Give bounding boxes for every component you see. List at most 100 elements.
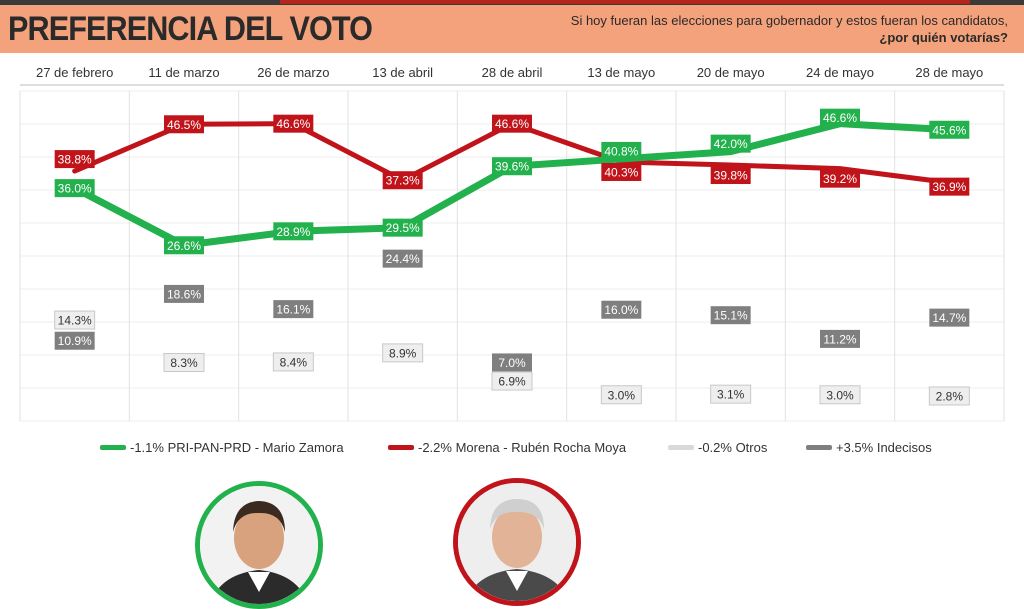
series-line-dark bbox=[75, 259, 950, 365]
data-label-red: 46.6% bbox=[276, 117, 310, 131]
legend-swatch-green bbox=[100, 445, 126, 450]
data-label-box-dark bbox=[929, 308, 970, 327]
legend-item-light: -0.2% Otros bbox=[668, 440, 767, 455]
x-tick-label: 24 de mayo bbox=[806, 65, 874, 80]
data-label-box-red bbox=[929, 177, 970, 196]
data-label-box-red bbox=[710, 166, 751, 185]
x-tick-label: 13 de abril bbox=[372, 65, 433, 80]
legend-item-green: -1.1% PRI-PAN-PRD - Mario Zamora bbox=[100, 440, 344, 455]
data-label-red: 39.8% bbox=[714, 169, 748, 183]
data-label-dark: 14.7% bbox=[932, 311, 966, 325]
data-label-red: 37.3% bbox=[386, 174, 420, 188]
data-label-light: 3.0% bbox=[826, 388, 854, 402]
question-line-2: ¿por quién votarías? bbox=[879, 30, 1008, 45]
series-line-green bbox=[71, 120, 953, 249]
legend-item-dark: +3.5% Indecisos bbox=[806, 440, 932, 455]
legend-swatch-red bbox=[388, 445, 414, 450]
legend-swatch-light bbox=[668, 445, 694, 450]
data-label-box-light bbox=[382, 343, 424, 363]
data-label-box-green bbox=[929, 120, 970, 139]
x-tick-label: 27 de febrero bbox=[36, 65, 113, 80]
data-label-box-green bbox=[710, 134, 751, 153]
data-label-light: 14.3% bbox=[58, 314, 92, 328]
legend-label-light: -0.2% Otros bbox=[698, 440, 768, 455]
data-label-box-green bbox=[492, 157, 532, 176]
data-label-green: 39.6% bbox=[495, 160, 529, 174]
data-label-box-red bbox=[164, 115, 204, 134]
candidate-photo-rocha bbox=[453, 478, 581, 606]
survey-question: Si hoy fueran las elecciones para gobern… bbox=[571, 12, 1008, 46]
legend-label-dark: +3.5% Indecisos bbox=[836, 440, 932, 455]
top-accent-bar bbox=[280, 0, 970, 4]
header-band: PREFERENCIA DEL VOTO Si hoy fueran las e… bbox=[0, 5, 1024, 53]
data-label-green: 36.0% bbox=[58, 182, 92, 196]
data-label-green: 28.9% bbox=[276, 225, 310, 239]
data-label-box-light bbox=[272, 352, 314, 372]
data-label-box-green bbox=[164, 236, 204, 255]
x-tick-label: 20 de mayo bbox=[697, 65, 765, 80]
x-tick-label: 26 de marzo bbox=[257, 65, 329, 80]
question-line-1: Si hoy fueran las elecciones para gobern… bbox=[570, 13, 1008, 28]
data-label-light: 8.4% bbox=[280, 355, 308, 369]
data-label-red: 39.2% bbox=[823, 172, 857, 186]
data-label-box-green bbox=[601, 141, 642, 160]
data-label-red: 40.3% bbox=[604, 165, 638, 179]
data-label-light: 3.1% bbox=[717, 388, 745, 402]
data-label-box-green bbox=[273, 222, 314, 241]
data-label-light: 2.8% bbox=[936, 389, 964, 403]
data-label-box-dark bbox=[273, 300, 314, 319]
data-label-green: 26.6% bbox=[167, 239, 201, 253]
page-title: PREFERENCIA DEL VOTO bbox=[8, 10, 373, 48]
chart-legend: -1.1% PRI-PAN-PRD - Mario Zamora -2.2% M… bbox=[0, 440, 1024, 460]
data-label-box-light bbox=[600, 385, 642, 405]
data-label-box-light bbox=[928, 386, 970, 406]
data-label-box-dark bbox=[382, 249, 423, 268]
line-chart: 27 de febrero 11 de marzo 26 de marzo 13 de… bbox=[19, 65, 1005, 422]
data-label-box-red bbox=[382, 171, 423, 190]
data-label-box-dark bbox=[492, 353, 532, 372]
data-label-box-dark bbox=[710, 306, 751, 325]
data-label-green: 45.6% bbox=[932, 123, 966, 137]
data-label-green: 42.0% bbox=[714, 137, 748, 151]
data-label-box-light bbox=[54, 310, 96, 330]
data-label-light: 8.9% bbox=[389, 346, 417, 360]
data-label-box-red bbox=[54, 150, 95, 169]
legend-swatch-dark bbox=[806, 445, 832, 450]
data-label-green: 29.5% bbox=[386, 221, 420, 235]
data-label-dark: 7.0% bbox=[498, 356, 526, 370]
data-label-box-green bbox=[54, 179, 95, 198]
data-label-box-dark bbox=[820, 329, 860, 348]
data-label-light: 3.0% bbox=[608, 388, 636, 402]
data-label-dark: 24.4% bbox=[386, 252, 420, 266]
data-label-box-red bbox=[492, 114, 532, 133]
data-label-box-dark bbox=[164, 284, 204, 303]
data-label-light: 8.3% bbox=[170, 356, 198, 370]
data-label-dark: 15.1% bbox=[714, 309, 748, 323]
data-label-green: 46.6% bbox=[823, 111, 857, 125]
data-label-dark: 10.9% bbox=[58, 334, 92, 348]
data-label-dark: 16.0% bbox=[604, 303, 638, 317]
data-label-box-red bbox=[273, 114, 314, 133]
legend-item-red: -2.2% Morena - Rubén Rocha Moya bbox=[388, 440, 626, 455]
data-label-red: 36.9% bbox=[932, 180, 966, 194]
x-tick-label: 28 de abril bbox=[482, 65, 543, 80]
candidate-photo-zamora bbox=[195, 481, 323, 609]
data-label-green: 40.8% bbox=[604, 144, 638, 158]
data-label-red: 38.8% bbox=[58, 153, 92, 167]
legend-label-red: -2.2% Morena - Rubén Rocha Moya bbox=[418, 440, 627, 455]
data-label-box-red bbox=[601, 162, 642, 181]
data-label-box-light bbox=[491, 371, 533, 391]
data-label-box-light bbox=[819, 385, 861, 405]
data-label-box-green bbox=[382, 218, 423, 237]
x-tick-label: 13 de mayo bbox=[587, 65, 655, 80]
data-label-red: 46.5% bbox=[167, 118, 201, 132]
data-label-box-red bbox=[820, 169, 860, 188]
data-label-box-green bbox=[820, 108, 860, 127]
data-label-dark: 16.1% bbox=[276, 303, 310, 317]
data-label-light: 6.9% bbox=[498, 375, 526, 389]
data-label-box-light bbox=[163, 353, 205, 373]
data-label-box-light bbox=[710, 384, 752, 404]
data-label-box-dark bbox=[54, 331, 95, 350]
data-label-dark: 11.2% bbox=[823, 332, 856, 346]
x-tick-label: 11 de marzo bbox=[148, 65, 219, 80]
